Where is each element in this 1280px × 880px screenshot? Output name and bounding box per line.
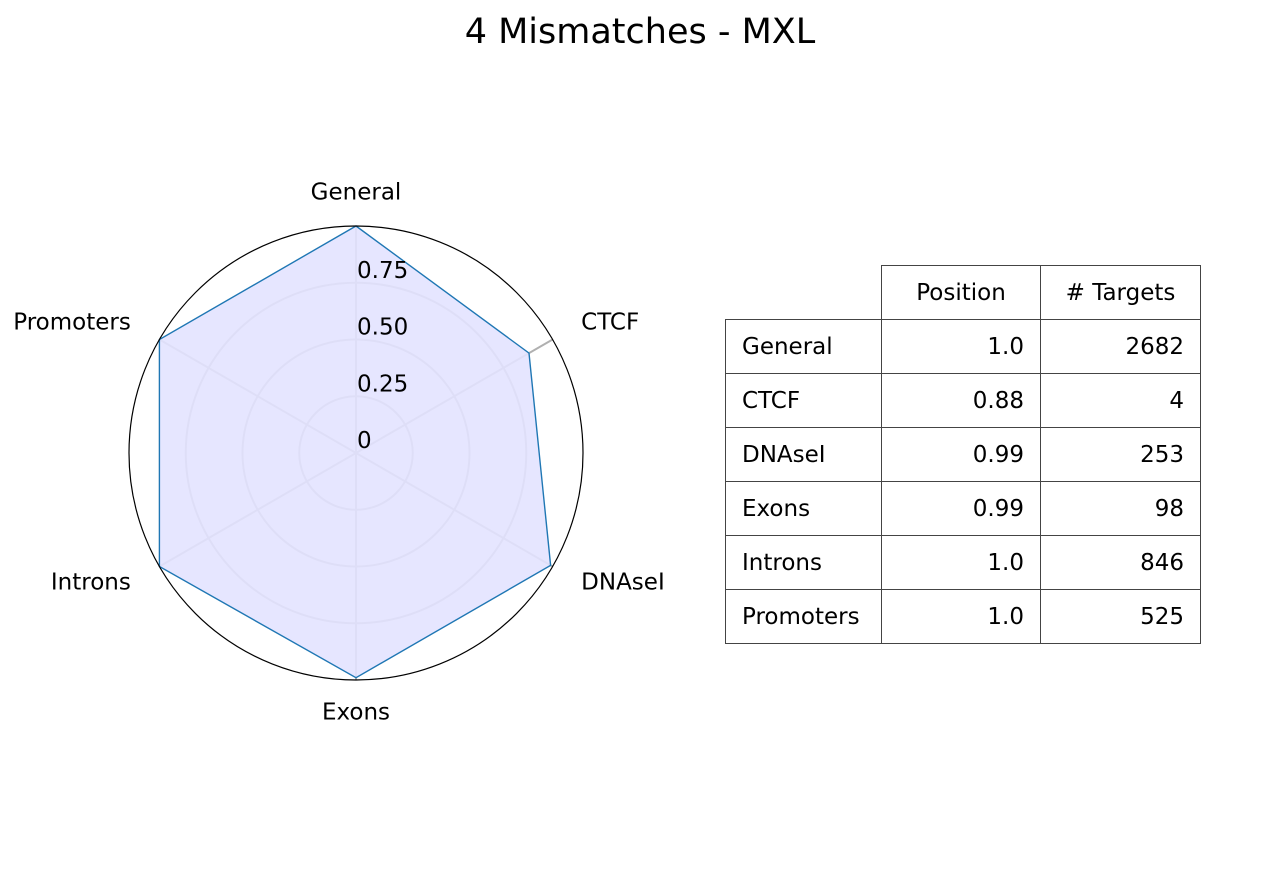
radial-tick-label: 0.75 bbox=[357, 258, 408, 284]
category-label: CTCF bbox=[581, 310, 639, 336]
chart-title: 4 Mismatches - MXL bbox=[464, 12, 816, 52]
category-label: Promoters bbox=[13, 310, 131, 336]
targets-cell: 525 bbox=[1040, 589, 1201, 644]
table-row: General 1.0 2682 bbox=[725, 319, 1201, 374]
row-label: General bbox=[725, 319, 882, 374]
row-label: Introns bbox=[725, 535, 882, 590]
table-corner-cell bbox=[725, 265, 882, 320]
radial-tick-label: 0 bbox=[357, 428, 372, 454]
row-label: DNAseI bbox=[725, 427, 882, 482]
targets-cell: 98 bbox=[1040, 481, 1201, 536]
position-cell: 0.88 bbox=[881, 373, 1041, 428]
targets-cell: 4 bbox=[1040, 373, 1201, 428]
table-row: DNAseI 0.99 253 bbox=[725, 427, 1201, 482]
targets-cell: 846 bbox=[1040, 535, 1201, 590]
radial-tick-label: 0.25 bbox=[357, 371, 408, 397]
category-label: DNAseI bbox=[581, 570, 665, 596]
targets-cell: 2682 bbox=[1040, 319, 1201, 374]
series-area bbox=[159, 226, 551, 678]
radial-tick-label: 0.50 bbox=[357, 315, 408, 341]
table-row: Promoters 1.0 525 bbox=[725, 589, 1201, 644]
position-cell: 1.0 bbox=[881, 319, 1041, 374]
position-cell: 1.0 bbox=[881, 589, 1041, 644]
radar-outer-frame bbox=[128, 225, 584, 681]
table-row: Exons 0.99 98 bbox=[725, 481, 1201, 536]
category-label: Exons bbox=[322, 700, 390, 726]
column-header-targets: # Targets bbox=[1040, 265, 1201, 320]
category-label: Introns bbox=[51, 570, 131, 596]
row-label: Promoters bbox=[725, 589, 882, 644]
targets-cell: 253 bbox=[1040, 427, 1201, 482]
row-label: CTCF bbox=[725, 373, 882, 428]
position-cell: 0.99 bbox=[881, 427, 1041, 482]
table-header-row: Position # Targets bbox=[725, 265, 1201, 320]
table-row: CTCF 0.88 4 bbox=[725, 373, 1201, 428]
summary-table: Position # Targets General 1.0 2682 CTCF… bbox=[725, 265, 1201, 644]
table-row: Introns 1.0 846 bbox=[725, 535, 1201, 590]
radar-labels: 0 0.25 0.50 0.75 General CTCF DNAseI Exons Intro… bbox=[13, 180, 664, 726]
category-label: General bbox=[311, 180, 402, 206]
column-header-position: Position bbox=[881, 265, 1041, 320]
position-cell: 0.99 bbox=[881, 481, 1041, 536]
radar-series bbox=[128, 225, 584, 681]
row-label: Exons bbox=[725, 481, 882, 536]
position-cell: 1.0 bbox=[881, 535, 1041, 590]
